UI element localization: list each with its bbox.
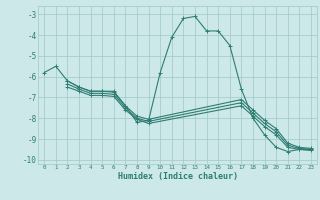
X-axis label: Humidex (Indice chaleur): Humidex (Indice chaleur)	[118, 172, 238, 181]
